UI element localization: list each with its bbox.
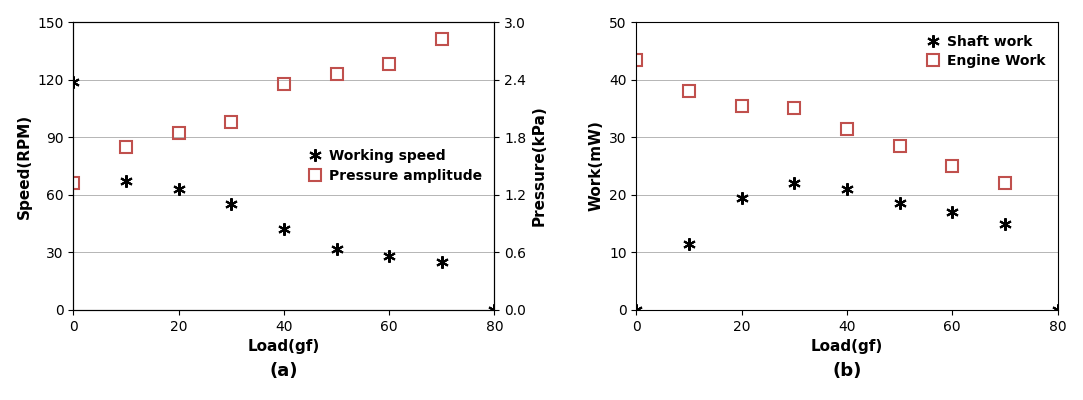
Shaft work [840, 187, 853, 192]
Line: Engine Work: Engine Work [630, 53, 1012, 190]
Engine Work [735, 103, 748, 108]
Pressure amplitude [225, 120, 238, 124]
Working speed [119, 179, 132, 184]
Working speed [225, 202, 238, 207]
X-axis label: Load(gf): Load(gf) [811, 339, 883, 354]
Text: (b): (b) [832, 362, 862, 380]
Line: Shaft work: Shaft work [630, 177, 1064, 316]
Pressure amplitude [172, 131, 185, 136]
Working speed [277, 227, 290, 232]
Pressure amplitude [67, 181, 80, 186]
Pressure amplitude [330, 72, 343, 76]
Shaft work [945, 210, 958, 214]
Y-axis label: Work(mW): Work(mW) [588, 120, 603, 212]
Legend: Working speed, Pressure amplitude: Working speed, Pressure amplitude [302, 144, 487, 188]
Line: Pressure amplitude: Pressure amplitude [67, 33, 448, 190]
Y-axis label: Speed(RPM): Speed(RPM) [16, 114, 31, 218]
Shaft work [787, 181, 800, 186]
Working speed [172, 187, 185, 192]
Working speed [330, 246, 343, 251]
Shaft work [682, 241, 695, 246]
Engine Work [945, 164, 958, 168]
Engine Work [999, 181, 1012, 186]
Pressure amplitude [435, 37, 448, 42]
Legend: Shaft work, Engine Work: Shaft work, Engine Work [921, 29, 1051, 74]
Text: (a): (a) [270, 362, 298, 380]
Shaft work [630, 308, 643, 312]
Engine Work [787, 106, 800, 111]
Engine Work [840, 126, 853, 131]
Y-axis label: Pressure(kPa): Pressure(kPa) [532, 106, 547, 226]
Working speed [67, 79, 80, 84]
Shaft work [1051, 308, 1064, 312]
Pressure amplitude [277, 81, 290, 86]
Pressure amplitude [382, 62, 395, 67]
Engine Work [682, 89, 695, 94]
Shaft work [999, 221, 1012, 226]
Working speed [488, 308, 501, 312]
X-axis label: Load(gf): Load(gf) [248, 339, 319, 354]
Engine Work [630, 57, 643, 62]
Working speed [435, 260, 448, 264]
Pressure amplitude [119, 144, 132, 149]
Line: Working speed: Working speed [67, 75, 500, 316]
Working speed [382, 254, 395, 258]
Shaft work [735, 195, 748, 200]
Engine Work [893, 144, 906, 148]
Shaft work [893, 201, 906, 206]
